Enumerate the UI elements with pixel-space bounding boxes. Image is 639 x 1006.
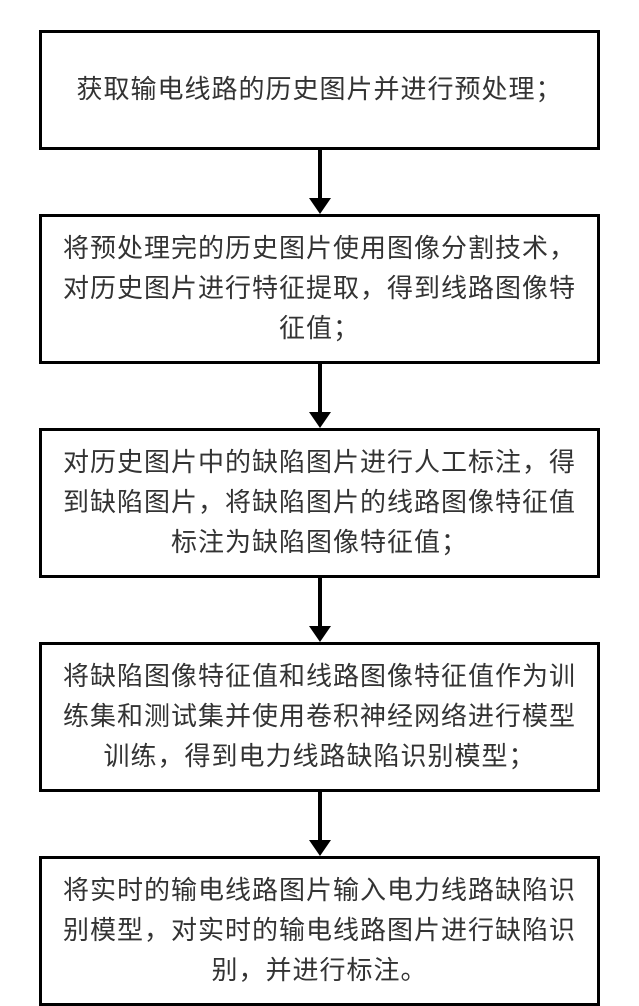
arrow-head-icon — [309, 198, 331, 214]
arrow-head-icon — [309, 626, 331, 642]
flow-arrow — [309, 150, 331, 214]
flow-node-text: 对历史图片中的缺陷图片进行人工标注，得到缺陷图片，将缺陷图片的线路图像特征值标注… — [62, 443, 577, 564]
arrow-line — [318, 792, 322, 840]
flow-arrow — [309, 578, 331, 642]
arrow-line — [318, 578, 322, 626]
flow-arrow — [309, 792, 331, 856]
flowchart-container: 获取输电线路的历史图片并进行预处理； 将预处理完的历史图片使用图像分割技术，对历史… — [39, 30, 600, 1006]
flow-node-text: 将缺陷图像特征值和线路图像特征值作为训练集和测试集并使用卷积神经网络进行模型训练… — [62, 657, 577, 778]
flow-arrow — [309, 364, 331, 428]
arrow-line — [318, 150, 322, 198]
flow-node-text: 将实时的输电线路图片输入电力线路缺陷识别模型，对实时的输电线路图片进行缺陷识别，… — [62, 871, 577, 992]
arrow-line — [318, 364, 322, 412]
arrow-head-icon — [309, 412, 331, 428]
flow-node: 获取输电线路的历史图片并进行预处理； — [39, 30, 600, 150]
flow-node: 将预处理完的历史图片使用图像分割技术，对历史图片进行特征提取，得到线路图像特征值… — [39, 214, 600, 364]
flow-node-text: 将预处理完的历史图片使用图像分割技术，对历史图片进行特征提取，得到线路图像特征值… — [62, 229, 577, 350]
flow-node: 将实时的输电线路图片输入电力线路缺陷识别模型，对实时的输电线路图片进行缺陷识别，… — [39, 856, 600, 1006]
arrow-head-icon — [309, 840, 331, 856]
flow-node-text: 获取输电线路的历史图片并进行预处理； — [76, 70, 562, 110]
flow-node: 对历史图片中的缺陷图片进行人工标注，得到缺陷图片，将缺陷图片的线路图像特征值标注… — [39, 428, 600, 578]
flow-node: 将缺陷图像特征值和线路图像特征值作为训练集和测试集并使用卷积神经网络进行模型训练… — [39, 642, 600, 792]
